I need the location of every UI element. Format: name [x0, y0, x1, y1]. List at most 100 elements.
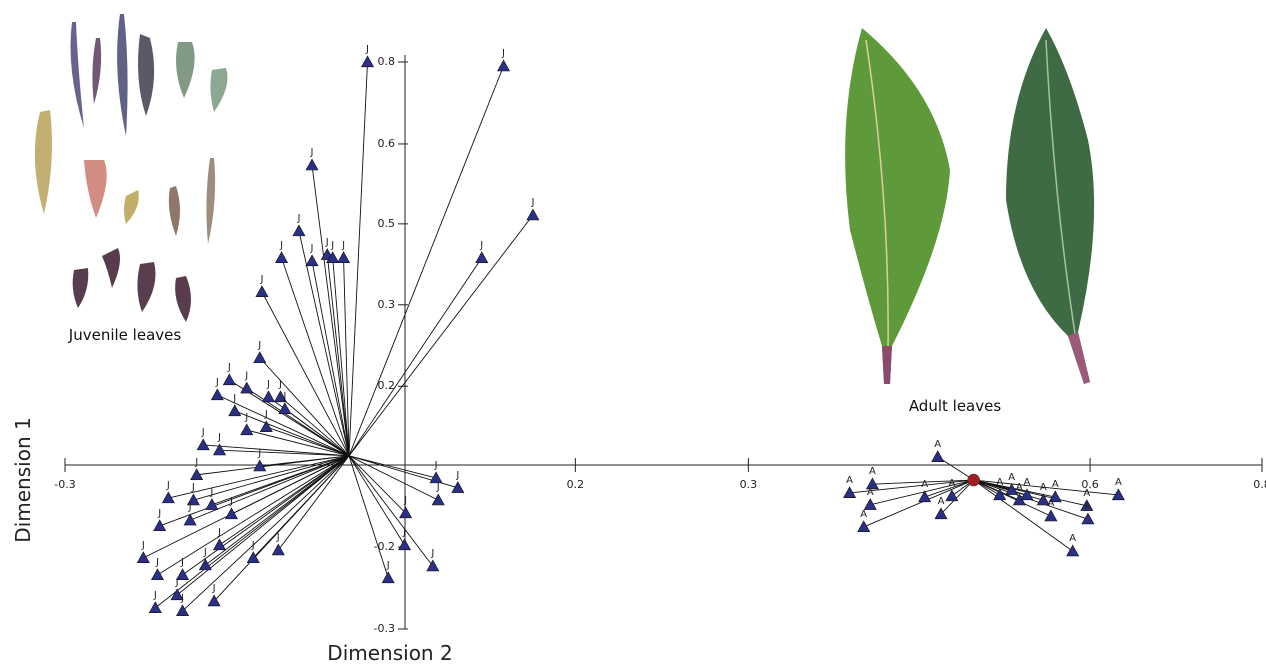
link-line [259, 357, 350, 457]
point-label: A [1040, 482, 1047, 493]
link-line [196, 455, 350, 476]
point [273, 390, 287, 403]
point [246, 551, 260, 563]
point [361, 55, 375, 68]
x-tick-label: -0.3 [54, 478, 75, 491]
link-line [193, 455, 350, 501]
link-line [326, 254, 350, 456]
point-label: A [1115, 477, 1122, 488]
y-tick-label: -0.3 [374, 622, 395, 635]
point-label: A [948, 478, 955, 489]
point [426, 559, 440, 572]
link-line [348, 61, 368, 456]
point [857, 520, 871, 533]
series-caption: Juvenile leaves [68, 326, 182, 344]
point [278, 402, 292, 415]
point-label: A [1069, 533, 1076, 544]
point-label: J [257, 448, 261, 459]
x-tick-label: 0.8 [1253, 478, 1266, 491]
link-line [217, 394, 350, 457]
point-label: J [402, 527, 406, 538]
point-label: J [276, 532, 280, 543]
point-label: J [257, 340, 261, 351]
link-line [205, 455, 350, 566]
point [305, 158, 319, 171]
link-line [348, 455, 437, 479]
point [931, 450, 945, 462]
point [170, 588, 184, 601]
point-label: A [1047, 498, 1054, 509]
point-label: A [846, 475, 853, 486]
link-line [231, 455, 350, 515]
point-label: J [166, 480, 170, 491]
point-label: J [365, 44, 369, 55]
point [271, 543, 285, 556]
point-label: J [244, 370, 248, 381]
point-label: J [217, 432, 221, 443]
link-line [940, 479, 974, 515]
point [326, 251, 340, 263]
point [381, 571, 395, 584]
point-label: J [403, 495, 407, 506]
link-line [213, 455, 350, 602]
link-line [348, 455, 439, 501]
link-line [973, 479, 1052, 517]
link-line [219, 449, 350, 457]
link-line [863, 479, 974, 528]
point [275, 251, 289, 263]
point [1044, 509, 1058, 522]
point-label: A [1008, 472, 1015, 483]
y-tick-label: 0.2 [378, 379, 396, 392]
x-axis-title: Dimension 2 [327, 641, 452, 665]
point-label: J [227, 362, 231, 373]
x-tick-label: 0.3 [740, 478, 758, 491]
point [213, 443, 227, 456]
point-label: A [1024, 477, 1031, 488]
point [222, 373, 236, 386]
y-tick-label: 0.5 [378, 217, 396, 230]
link-line [849, 479, 974, 494]
link-line [348, 214, 534, 457]
link-line [348, 455, 406, 514]
point-label: J [215, 377, 219, 388]
point [1048, 490, 1062, 503]
point-label: J [251, 540, 255, 551]
point-label: J [330, 240, 334, 251]
link-line [155, 455, 350, 609]
link-line [219, 455, 350, 546]
link-line [281, 257, 350, 456]
x-tick-label: 0.2 [567, 478, 585, 491]
link-line [311, 260, 350, 456]
point [183, 513, 197, 526]
link-line [348, 257, 483, 457]
point [843, 486, 857, 499]
point [240, 381, 254, 394]
point-label: J [180, 557, 184, 568]
point [261, 390, 275, 403]
point [210, 388, 224, 401]
point [1020, 488, 1034, 501]
point-label: J [386, 560, 390, 571]
point [153, 519, 167, 532]
point-label: J [194, 457, 198, 468]
series-caption: Adult leaves [909, 397, 1002, 415]
link-line [234, 410, 350, 457]
point [526, 208, 540, 221]
point-label: J [191, 482, 195, 493]
link-line [157, 455, 350, 576]
y-tick-label: 0.3 [378, 298, 396, 311]
point-label: A [996, 477, 1003, 488]
link-line [872, 479, 974, 485]
point-label: J [229, 496, 233, 507]
point [228, 404, 242, 417]
link-line [973, 479, 1087, 507]
point-label: J [278, 379, 282, 390]
point-label: A [934, 439, 941, 450]
point-label: J [217, 527, 221, 538]
link-line [348, 455, 389, 579]
link-line [159, 455, 350, 527]
point-label: A [869, 466, 876, 477]
point-label: J [436, 482, 440, 493]
point [196, 438, 210, 451]
